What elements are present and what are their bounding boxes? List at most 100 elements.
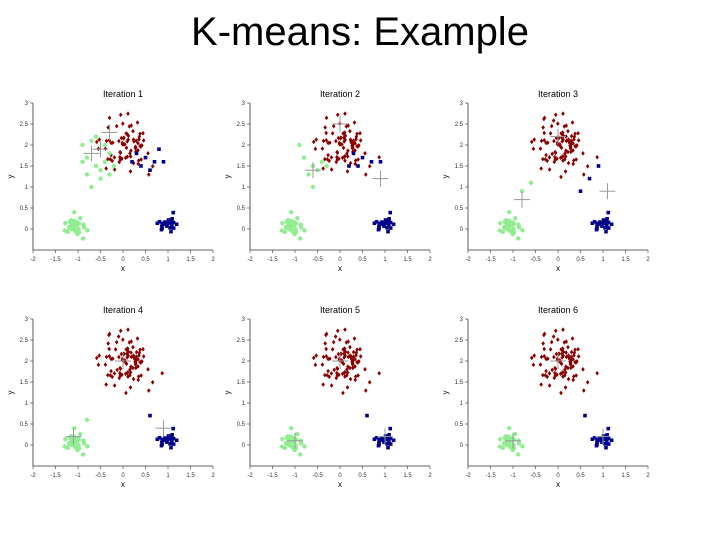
data-point-green	[306, 172, 311, 177]
data-point-blue	[170, 433, 174, 437]
data-point-red	[128, 154, 133, 159]
data-point-blue	[174, 438, 179, 443]
data-point-blue	[605, 433, 609, 437]
y-tick-label: 2	[242, 359, 246, 365]
data-point-green	[301, 155, 307, 160]
data-point-red	[146, 151, 150, 156]
data-point-blue	[600, 224, 604, 228]
data-point-red	[141, 138, 146, 143]
data-point-red	[563, 169, 568, 174]
y-tick-label: 3	[25, 101, 29, 107]
data-point-red	[558, 371, 563, 377]
data-point-blue	[170, 441, 174, 446]
data-point-blue	[160, 437, 165, 442]
x-axis-label: x	[121, 480, 125, 489]
data-point-red	[531, 362, 536, 368]
data-point-red	[324, 353, 329, 359]
data-point-blue	[163, 438, 167, 443]
data-point-red	[549, 123, 554, 129]
data-point-green	[288, 441, 294, 447]
data-point-red	[131, 376, 136, 382]
data-point-green	[515, 452, 521, 457]
data-point-red	[353, 148, 357, 153]
x-tick-label: -0.5	[530, 257, 541, 263]
data-point-red	[125, 131, 130, 137]
data-point-blue	[388, 210, 393, 215]
data-point-red	[545, 356, 550, 362]
data-point-red	[545, 158, 550, 164]
data-point-blue	[605, 441, 609, 446]
x-tick-label: 0.5	[358, 257, 367, 263]
data-point-blue	[165, 221, 170, 226]
x-tick-label: -1	[510, 473, 516, 479]
y-axis-label: y	[223, 391, 232, 395]
data-point-green	[72, 425, 77, 431]
data-point-red	[571, 377, 576, 383]
data-point-red	[346, 350, 350, 355]
data-point-green	[510, 446, 516, 452]
data-point-blue	[163, 220, 167, 224]
data-point-red	[358, 354, 363, 359]
data-point-red	[532, 137, 537, 142]
data-point-red	[324, 130, 328, 136]
data-point-red	[335, 370, 339, 376]
data-point-red	[585, 164, 590, 169]
data-point-red	[321, 166, 325, 171]
data-point-red	[559, 361, 564, 367]
data-point-red	[548, 347, 553, 352]
data-point-red	[343, 369, 347, 375]
data-point-blue	[590, 221, 595, 226]
data-point-red	[333, 334, 338, 339]
data-point-red	[560, 346, 565, 351]
data-point-red	[128, 385, 133, 390]
y-tick-label: 0	[25, 227, 29, 233]
data-point-red	[123, 142, 127, 147]
data-point-red	[354, 353, 358, 358]
data-point-green	[102, 159, 108, 164]
data-point-blue	[604, 436, 609, 440]
data-point-blue	[160, 226, 164, 231]
data-point-red	[352, 336, 357, 341]
data-point-blue	[598, 222, 602, 227]
x-tick-label: 0.5	[576, 257, 585, 263]
data-point-red	[545, 140, 550, 146]
data-point-red	[353, 356, 357, 362]
data-point-red	[571, 161, 576, 167]
data-point-blue	[369, 160, 374, 164]
data-point-red	[146, 388, 151, 393]
data-point-red	[120, 372, 124, 378]
data-point-red	[340, 371, 345, 377]
y-tick-label: 2.5	[237, 122, 246, 128]
data-point-green	[71, 441, 77, 447]
data-point-red	[581, 367, 585, 372]
data-point-green	[510, 230, 516, 236]
data-point-green	[76, 437, 82, 442]
x-tick-label: 0	[121, 473, 125, 479]
data-point-red	[321, 138, 326, 144]
data-point-red	[561, 349, 566, 355]
data-point-red	[547, 155, 552, 160]
data-point-red	[124, 145, 129, 151]
data-point-red	[128, 370, 133, 375]
data-point-red	[110, 356, 115, 362]
data-point-red	[551, 118, 556, 123]
data-point-blue	[157, 147, 161, 151]
data-point-red	[557, 135, 561, 140]
data-point-red	[595, 370, 599, 376]
data-point-red	[323, 372, 327, 378]
data-point-red	[569, 354, 574, 360]
panel-title: Iteration 5	[320, 305, 360, 315]
data-point-red	[573, 347, 577, 353]
data-point-red	[135, 336, 140, 341]
data-point-blue	[388, 442, 393, 446]
x-tick-label: 0.5	[576, 473, 585, 479]
data-point-blue	[170, 225, 174, 230]
data-point-blue	[578, 189, 583, 193]
y-tick-label: 0	[25, 443, 29, 449]
x-tick-label: -2	[465, 257, 471, 263]
data-point-red	[555, 372, 559, 378]
data-point-red	[568, 143, 572, 148]
data-point-blue	[377, 442, 381, 447]
data-point-green	[78, 431, 83, 437]
